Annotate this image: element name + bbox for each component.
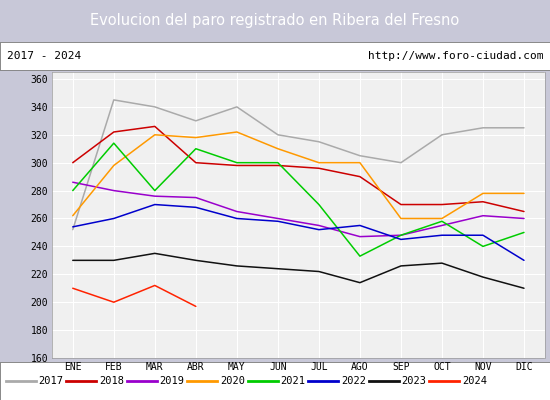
Text: http://www.foro-ciudad.com: http://www.foro-ciudad.com bbox=[368, 51, 543, 61]
Text: 2024: 2024 bbox=[462, 376, 487, 386]
Text: 2020: 2020 bbox=[220, 376, 245, 386]
Text: Evolucion del paro registrado en Ribera del Fresno: Evolucion del paro registrado en Ribera … bbox=[90, 13, 460, 28]
Text: 2023: 2023 bbox=[402, 376, 426, 386]
Text: 2021: 2021 bbox=[280, 376, 305, 386]
Text: 2018: 2018 bbox=[99, 376, 124, 386]
Text: 2017 - 2024: 2017 - 2024 bbox=[7, 51, 81, 61]
Text: 2022: 2022 bbox=[341, 376, 366, 386]
Text: 2017: 2017 bbox=[39, 376, 63, 386]
Text: 2019: 2019 bbox=[160, 376, 184, 386]
